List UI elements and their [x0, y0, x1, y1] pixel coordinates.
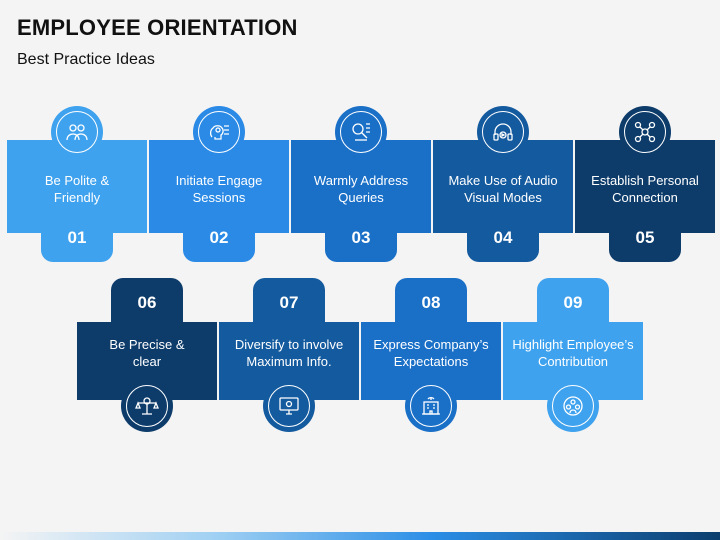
network-icon [634, 121, 656, 143]
step-label: Be Polite & Friendly [44, 173, 110, 205]
step-number: 02 [209, 228, 229, 247]
step-tab [467, 218, 539, 262]
step-label: Be Precise & clear [109, 337, 185, 369]
step-label: Diversify to involve Maximum Info. [234, 337, 344, 369]
step-number: 05 [635, 228, 655, 247]
step-badge [335, 106, 387, 158]
building-icon [422, 397, 440, 415]
page-title: EMPLOYEE ORIENTATION [17, 15, 298, 40]
step-number: 07 [279, 293, 299, 312]
step-badge [51, 106, 103, 158]
brain-idea-icon [209, 125, 229, 140]
step-label: Warmly Address Queries [313, 173, 409, 205]
search-list-icon [352, 123, 370, 141]
step-number: 01 [67, 228, 87, 247]
step-tab [609, 218, 681, 262]
step-label: Highlight Employee’s Contribution [512, 337, 634, 369]
step-label: Initiate Engage Sessions [175, 173, 263, 205]
step-label: Express Company’s Expectations [373, 337, 489, 369]
step-label: Make Use of Audio Visual Modes [448, 173, 558, 205]
step-tab [395, 278, 467, 328]
step-tab [111, 278, 183, 328]
step-number: 04 [493, 228, 513, 247]
step-number: 06 [137, 293, 157, 312]
step-badge [547, 380, 599, 432]
people-icon [66, 124, 88, 141]
step-number: 08 [421, 293, 441, 312]
step-number: 09 [563, 293, 583, 312]
step-badge [477, 106, 529, 158]
step-badge [121, 380, 173, 432]
step-tab [537, 278, 609, 328]
footer-gradient-bar [0, 532, 720, 540]
step-tab [253, 278, 325, 328]
step-tab [183, 218, 255, 262]
step-tab [41, 218, 113, 262]
page-subtitle: Best Practice Ideas [17, 51, 155, 68]
step-badge [405, 380, 457, 432]
monitor-icon [279, 397, 299, 415]
step-badge [619, 106, 671, 158]
step-tab [325, 218, 397, 262]
step-badge [193, 106, 245, 158]
step-badge [263, 380, 315, 432]
step-label: Establish Personal Connection [591, 173, 699, 205]
step-number: 03 [351, 228, 371, 247]
scale-icon [135, 397, 159, 415]
team-icon [563, 396, 583, 416]
headphones-icon [493, 123, 513, 141]
